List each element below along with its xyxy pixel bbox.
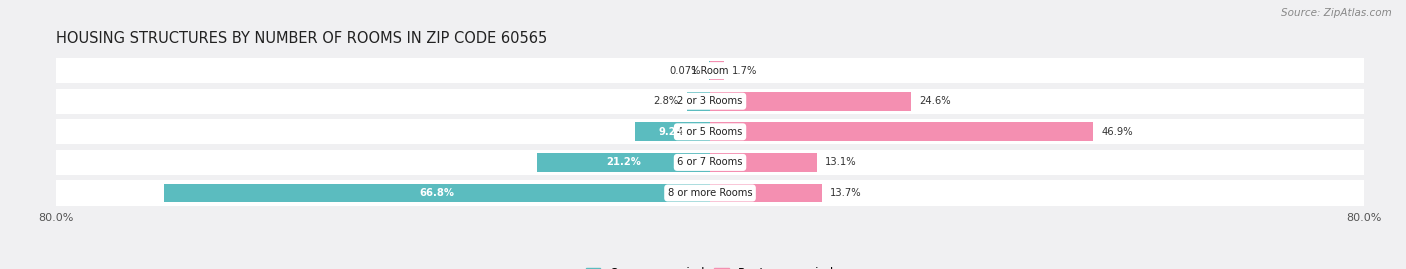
Text: HOUSING STRUCTURES BY NUMBER OF ROOMS IN ZIP CODE 60565: HOUSING STRUCTURES BY NUMBER OF ROOMS IN…	[56, 31, 547, 46]
Text: 2 or 3 Rooms: 2 or 3 Rooms	[678, 96, 742, 106]
Bar	[56, 89, 1364, 114]
Bar	[710, 92, 911, 111]
Bar	[636, 122, 710, 141]
Text: 2.8%: 2.8%	[654, 96, 679, 106]
Bar	[710, 153, 817, 172]
Text: 21.2%: 21.2%	[606, 157, 641, 167]
Bar	[710, 61, 724, 80]
Legend: Owner-occupied, Renter-occupied: Owner-occupied, Renter-occupied	[581, 263, 839, 269]
Text: 46.9%: 46.9%	[1101, 127, 1133, 137]
Bar	[56, 150, 1364, 175]
Bar	[56, 180, 1364, 206]
Text: 6 or 7 Rooms: 6 or 7 Rooms	[678, 157, 742, 167]
Text: 1.7%: 1.7%	[733, 66, 758, 76]
Text: 13.1%: 13.1%	[825, 157, 856, 167]
Text: 4 or 5 Rooms: 4 or 5 Rooms	[678, 127, 742, 137]
Text: 8 or more Rooms: 8 or more Rooms	[668, 188, 752, 198]
Text: 9.2%: 9.2%	[658, 127, 686, 137]
Text: Source: ZipAtlas.com: Source: ZipAtlas.com	[1281, 8, 1392, 18]
Bar	[710, 122, 1094, 141]
Bar	[688, 92, 710, 111]
Text: 0.07%: 0.07%	[669, 66, 702, 76]
Text: 1 Room: 1 Room	[692, 66, 728, 76]
Bar	[710, 183, 823, 203]
Text: 66.8%: 66.8%	[419, 188, 454, 198]
Bar	[56, 58, 1364, 83]
Bar	[537, 153, 710, 172]
Bar	[165, 183, 710, 203]
Text: 13.7%: 13.7%	[830, 188, 862, 198]
Bar	[56, 119, 1364, 144]
Text: 24.6%: 24.6%	[920, 96, 950, 106]
